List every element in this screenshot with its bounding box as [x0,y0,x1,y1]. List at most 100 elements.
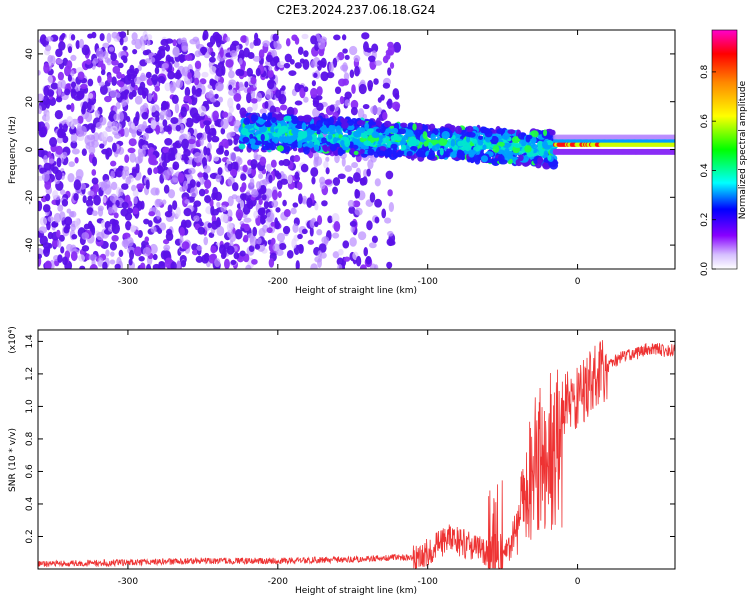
spectrogram-cell [333,34,341,41]
spectrogram-cell [137,124,145,132]
spectrogram-cell [337,263,343,269]
spectrogram-cell [133,196,138,205]
spectrogram-cell [327,134,333,140]
spectrogram-cell [142,132,149,141]
spectrogram-cell [302,143,311,149]
spectrogram-cell [537,156,544,165]
colorbar-tick-label: 0.0 [700,262,710,277]
spectrogram-cell [174,152,182,161]
spectrogram-cell [236,103,241,111]
spectrogram-cell [311,176,316,185]
spectrogram-cell [52,189,59,199]
spectrogram-cell [166,228,173,236]
spectrogram-cell [385,127,393,134]
spectrogram-cell [220,205,227,213]
spectrogram-cell [133,76,142,85]
spectrogram-cell [71,234,78,240]
spectrogram-cell [202,132,207,141]
spectrogram-cell [74,85,81,92]
spectrogram-cell [47,89,55,97]
spectrogram-cell [334,132,339,138]
spectrogram-cell [329,144,337,152]
spectrogram-cell [268,65,273,71]
spectrogram-cell [116,71,122,79]
spectrogram-cell [141,111,149,120]
spectrogram-cell [126,236,134,247]
spectrogram-cell [179,226,185,237]
spectrogram-cell [280,178,289,185]
spectrogram-cell [183,95,191,102]
spectrogram-cell [382,111,388,120]
spectrogram-cell [170,261,177,269]
colorbar-label: Normalized spectral amplitude [738,80,748,219]
spectrogram-cell [97,257,104,268]
snr-y-tick-label: 1.4 [25,334,35,349]
spectrogram-cell [266,227,273,234]
spectrogram-cell [362,104,370,110]
spectrogram-cell [160,250,167,260]
spectrogram-cell [103,179,111,189]
spectrogram-cell [158,48,166,59]
spectrogram-cell [412,123,417,131]
spectrogram-cell [99,84,108,96]
spectrogram-cell [294,82,301,93]
spectrogram-cell [137,152,144,164]
spectrogram-cell [400,122,408,128]
spectrogram-cell [228,79,237,85]
colorbar-tick-label: 0.8 [700,64,710,79]
spectrogram-x-label: Height of straight line (km) [295,286,417,296]
spectrogram-cell [482,144,487,151]
spectrogram-cell [363,140,372,146]
spectrogram-cell [70,87,77,99]
spectrogram-cell [344,99,351,107]
spectrogram-cell [406,150,413,157]
spectrogram-cell [129,249,135,260]
spectrogram-cell [287,174,293,185]
spectrogram-cell [47,75,53,85]
spectrogram-y-tick-label: 40 [25,48,35,60]
spectrogram-cell [235,81,240,91]
spectrogram-cell [279,125,288,134]
spectrogram-cell [348,177,354,184]
spectrogram-cell [39,216,48,227]
spectrogram-cell [224,258,230,269]
spectrogram-cell [140,200,145,210]
spectrogram-cell [371,235,378,244]
spectrogram-cell [142,246,152,257]
spectrogram-cell [391,127,399,134]
spectrogram-cell [134,67,139,75]
spectrogram-cell [88,253,97,261]
spectrogram-cell [58,127,64,136]
spectrogram-cell [310,87,318,98]
spectrogram-cell [44,181,52,190]
spectrogram-cell [672,142,675,147]
spectrogram-cell [119,31,127,39]
spectrogram-cell [363,41,369,52]
spectrogram-cell [341,34,347,41]
spectrogram-cell [283,115,293,122]
chart-title: C2E3.2024.237.06.18.G24 [277,3,436,17]
spectrogram-y-tick-label: 0 [25,146,35,152]
spectrogram-cell [82,101,89,110]
spectrogram-cell [227,163,233,172]
spectrogram-cell [242,136,250,144]
spectrogram-cell [163,244,171,251]
spectrogram-cell [115,101,121,110]
spectrogram-cell [91,210,98,217]
colorbar-ticks: 0.0 0.2 0.4 0.6 0.8 [700,64,716,276]
snr-panel: -300 -200 -100 0 0.2 0.4 0.6 0.8 1.0 1.2 1.4 Heigh… [8,326,676,596]
spectrogram-cell [543,129,548,137]
spectrogram-cell [102,50,109,60]
spectrogram-cell [301,122,307,131]
spectrogram-cell [162,119,168,127]
spectrogram-cell [350,99,359,110]
spectrogram-cell [187,159,193,165]
spectrogram-x-tick-label: 0 [575,277,581,287]
spectrogram-cell [319,252,327,259]
spectrogram-cell [314,221,319,228]
spectrogram-cell [76,90,85,100]
spectrogram-cell [258,119,265,125]
spectrogram-cell [252,101,258,111]
colorbar: 0.0 0.2 0.4 0.6 0.8 Normalized spectral ampl… [700,29,748,276]
spectrogram-cell [228,70,235,79]
